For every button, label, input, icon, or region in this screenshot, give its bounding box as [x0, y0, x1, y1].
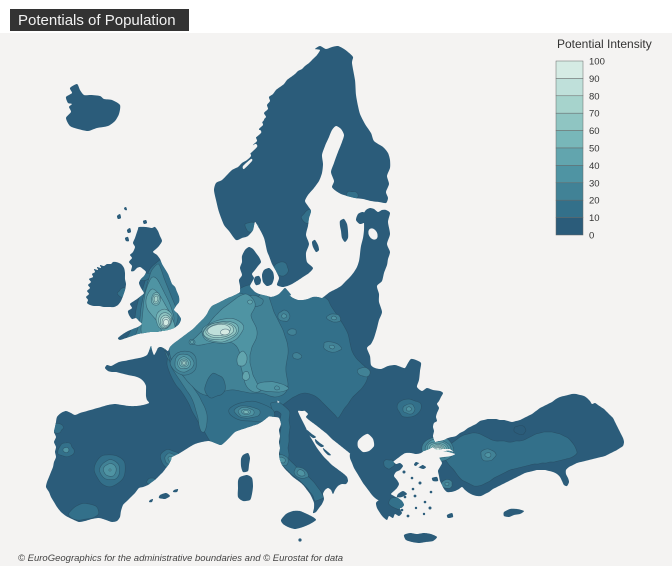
svg-text:20: 20 — [589, 196, 600, 207]
svg-text:70: 70 — [589, 109, 600, 120]
svg-text:50: 50 — [589, 144, 600, 155]
svg-text:30: 30 — [589, 178, 600, 189]
svg-text:80: 80 — [589, 91, 600, 102]
svg-text:© EuroGeographics for the admi: © EuroGeographics for the administrative… — [18, 553, 343, 564]
svg-text:90: 90 — [589, 74, 600, 85]
svg-text:10: 10 — [589, 213, 600, 224]
svg-text:Potentials of Population: Potentials of Population — [18, 12, 176, 29]
svg-text:60: 60 — [589, 126, 600, 137]
svg-text:40: 40 — [589, 161, 600, 172]
svg-text:Potential Intensity: Potential Intensity — [557, 37, 652, 51]
svg-text:100: 100 — [589, 57, 605, 68]
svg-text:0: 0 — [589, 231, 594, 242]
